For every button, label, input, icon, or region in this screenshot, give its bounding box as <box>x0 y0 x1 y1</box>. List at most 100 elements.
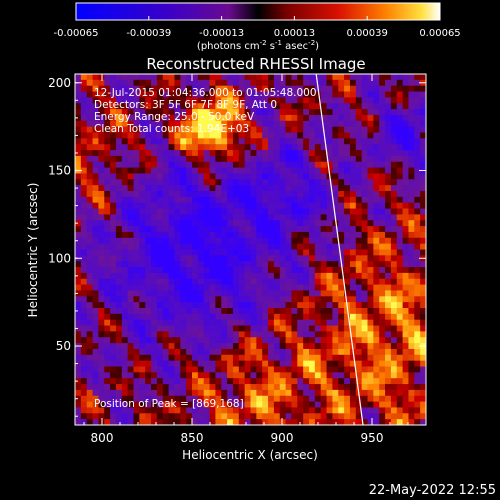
heatmap-pixel <box>338 308 345 315</box>
info-overlay: 12-Jul-2015 01:04:36.000 to 01:05:48.000… <box>94 87 317 410</box>
heatmap-pixel <box>273 132 281 139</box>
heatmap-pixel <box>92 208 99 215</box>
heatmap-pixel <box>297 272 304 280</box>
heatmap-pixel <box>314 278 322 286</box>
heatmap-pixel <box>98 120 105 128</box>
heatmap-pixel <box>98 319 105 327</box>
heatmap-pixel <box>279 343 287 350</box>
heatmap-pixel <box>156 91 164 98</box>
heatmap-pixel <box>227 366 234 373</box>
heatmap-pixel <box>268 138 275 145</box>
heatmap-pixel <box>390 255 398 262</box>
heatmap-pixel <box>156 372 164 379</box>
heatmap-pixel <box>192 343 199 350</box>
heatmap-pixel <box>379 132 386 139</box>
heatmap-pixel <box>268 419 275 425</box>
heatmap-pixel <box>121 155 129 163</box>
heatmap-pixel <box>338 337 345 344</box>
heatmap-pixel <box>273 419 281 425</box>
heatmap-pixel <box>291 313 298 321</box>
heatmap-pixel <box>156 331 164 338</box>
heatmap-pixel <box>209 354 216 362</box>
heatmap-pixel <box>250 79 257 87</box>
heatmap-pixel <box>349 120 357 128</box>
heatmap-pixel <box>285 302 293 309</box>
heatmap-pixel <box>390 366 398 373</box>
heatmap-pixel <box>168 419 176 425</box>
heatmap-pixel <box>180 302 187 309</box>
heatmap-pixel <box>209 161 216 169</box>
heatmap-pixel <box>133 226 140 233</box>
heatmap-pixel <box>297 109 304 116</box>
heatmap-pixel <box>303 202 310 210</box>
heatmap-pixel <box>110 325 117 332</box>
heatmap-pixel <box>279 331 287 338</box>
heatmap-pixel <box>396 208 404 215</box>
heatmap-pixel <box>367 407 374 414</box>
heatmap-pixel <box>390 231 398 239</box>
heatmap-pixel <box>192 395 199 403</box>
heatmap-pixel <box>268 308 275 315</box>
heatmap-pixel <box>396 419 404 425</box>
heatmap-pixel <box>86 196 94 204</box>
heatmap-pixel <box>279 249 287 256</box>
heatmap-pixel <box>361 126 369 134</box>
heatmap-pixel <box>80 278 88 286</box>
heatmap-pixel <box>367 79 374 87</box>
heatmap-pixel <box>338 249 345 256</box>
heatmap-pixel <box>180 132 187 139</box>
heatmap-pixel <box>244 196 252 204</box>
heatmap-pixel <box>367 395 374 403</box>
heatmap-pixel <box>326 272 333 280</box>
heatmap-pixel <box>256 220 263 227</box>
heatmap-pixel <box>379 413 386 420</box>
heatmap-pixel <box>256 249 263 256</box>
heatmap-pixel <box>115 191 123 198</box>
heatmap-pixel <box>309 132 316 139</box>
heatmap-pixel <box>279 360 287 368</box>
heatmap-pixel <box>186 284 193 292</box>
heatmap-pixel <box>303 325 310 332</box>
heatmap-pixel <box>221 155 228 163</box>
heatmap-pixel <box>385 138 392 145</box>
heatmap-pixel <box>121 395 129 403</box>
heatmap-pixel <box>127 132 135 139</box>
heatmap-pixel <box>268 220 275 227</box>
heatmap-pixel <box>215 114 222 122</box>
heatmap-pixel <box>338 384 345 391</box>
heatmap-pixel <box>320 208 328 215</box>
heatmap-pixel <box>291 226 298 233</box>
heatmap-pixel <box>75 249 82 256</box>
heatmap-pixel <box>151 144 158 151</box>
heatmap-pixel <box>309 366 316 373</box>
heatmap-pixel <box>227 226 234 233</box>
heatmap-pixel <box>215 302 222 309</box>
heatmap-pixel <box>379 378 386 385</box>
heatmap-pixel <box>262 255 269 262</box>
heatmap-pixel <box>238 85 246 93</box>
heatmap-pixel <box>104 319 111 327</box>
heatmap-pixel <box>344 132 351 139</box>
heatmap-pixel <box>162 103 170 110</box>
heatmap-pixel <box>156 150 164 157</box>
heatmap-pixel <box>162 214 170 221</box>
heatmap-pixel <box>244 343 252 350</box>
heatmap-pixel <box>98 179 105 186</box>
heatmap-pixel <box>238 325 246 332</box>
heatmap-pixel <box>314 237 322 245</box>
heatmap-pixel <box>420 74 426 81</box>
heatmap-pixel <box>145 85 152 93</box>
heatmap-pixel <box>75 202 82 210</box>
heatmap-pixel <box>203 173 211 180</box>
heatmap-pixel <box>390 161 398 169</box>
heatmap-pixel <box>127 173 135 180</box>
heatmap-pixel <box>291 202 298 210</box>
heatmap-pixel <box>291 185 298 192</box>
heatmap-pixel <box>92 173 99 180</box>
heatmap-pixel <box>92 389 99 397</box>
heatmap-pixel <box>338 343 345 350</box>
heatmap-pixel <box>291 389 298 397</box>
heatmap-pixel <box>414 237 421 245</box>
heatmap-pixel <box>390 191 398 198</box>
heatmap-pixel <box>203 161 211 169</box>
